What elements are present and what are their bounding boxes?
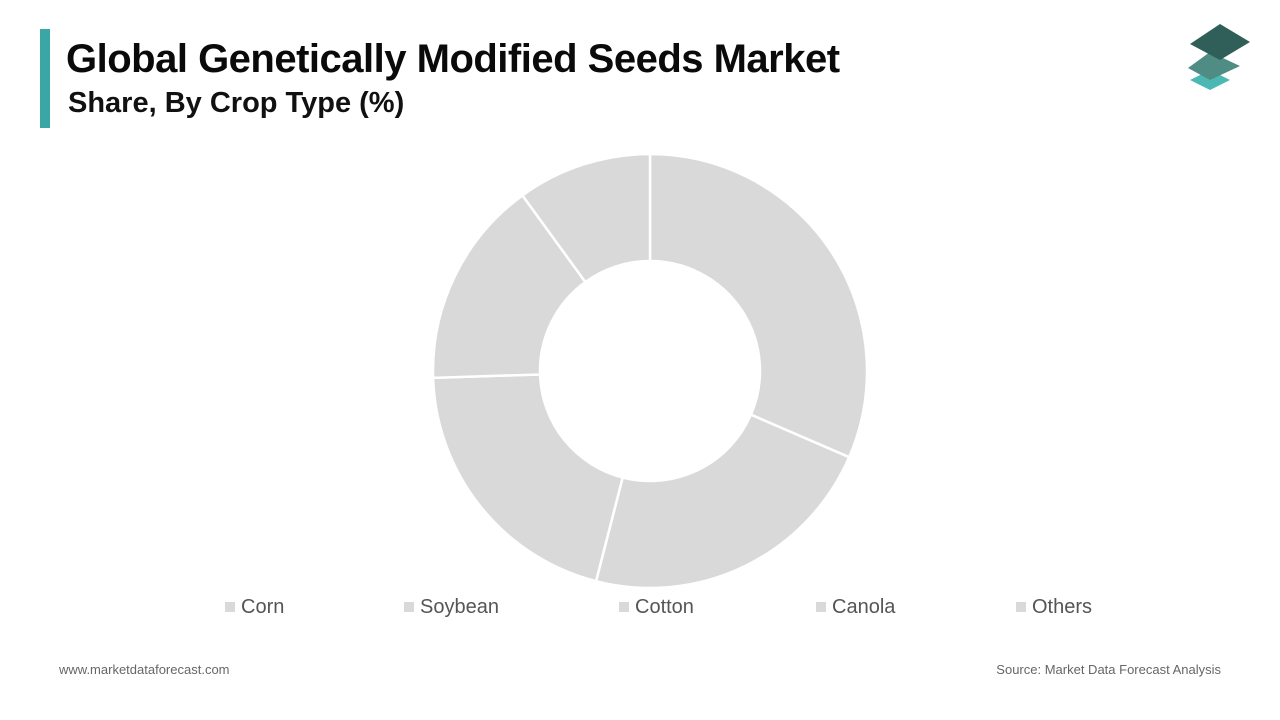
- logo-layer-middle: [1188, 52, 1240, 80]
- legend-label: Canola: [832, 595, 896, 618]
- title-accent-bar: [40, 29, 50, 128]
- legend-swatch: [225, 602, 235, 612]
- donut-slice-others[interactable]: [520, 152, 652, 284]
- page-subtitle: Share, By Crop Type (%): [68, 87, 405, 119]
- legend-item-corn[interactable]: Corn: [225, 596, 284, 618]
- legend-item-soybean[interactable]: Soybean: [404, 596, 499, 618]
- legend-item-canola[interactable]: Canola: [816, 596, 895, 618]
- legend-swatch: [1016, 602, 1026, 612]
- logo-layer-top: [1190, 24, 1250, 60]
- donut-chart: [431, 152, 869, 590]
- legend-label: Cotton: [635, 595, 694, 618]
- legend-swatch: [816, 602, 826, 612]
- legend-swatch: [404, 602, 414, 612]
- legend-swatch: [619, 602, 629, 612]
- donut-slice-corn[interactable]: [648, 152, 869, 459]
- legend-label: Others: [1032, 595, 1093, 618]
- donut-slices: [431, 152, 869, 590]
- donut-slice-soybean[interactable]: [594, 413, 851, 590]
- donut-slice-canola[interactable]: [431, 193, 588, 380]
- legend-label: Corn: [241, 595, 285, 618]
- source-note: Source: Market Data Forecast Analysis: [996, 662, 1221, 677]
- website-url[interactable]: www.marketdataforecast.com: [59, 662, 230, 677]
- legend-label: Soybean: [420, 595, 499, 618]
- page-title: Global Genetically Modified Seeds Market: [66, 37, 840, 81]
- donut-slice-cotton[interactable]: [431, 373, 625, 583]
- legend-item-others[interactable]: Others: [1016, 596, 1092, 618]
- legend-item-cotton[interactable]: Cotton: [619, 596, 694, 618]
- layered-diamonds-logo-icon: [1188, 24, 1250, 90]
